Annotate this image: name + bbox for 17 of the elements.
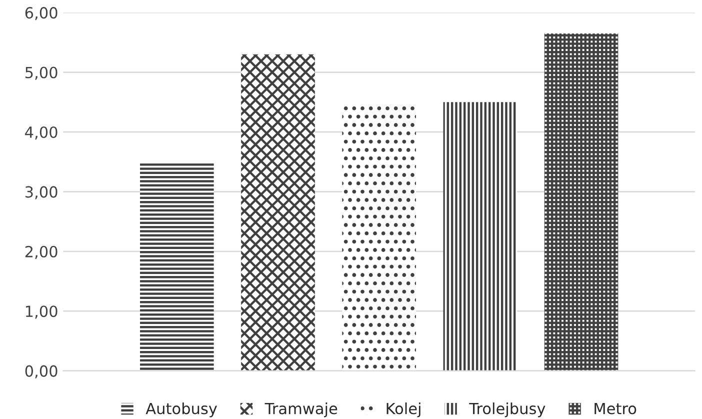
legend-label: Kolej [386,402,420,418]
bar [241,54,315,371]
bar [342,106,416,371]
y-tick-label: 0,00 [25,365,58,378]
bar [443,102,518,371]
y-tick-label: 3,00 [25,186,58,200]
legend-label: Autobusy [146,402,218,418]
legend-label: Metro [594,402,636,414]
legend-label: Trolejbusy [469,402,546,418]
y-tick-label: 4,00 [25,126,58,140]
bar [544,33,618,371]
y-tick-label: 6,00 [25,7,58,20]
bar [140,163,214,371]
legend-label: Tramwaje [264,402,338,418]
y-tick-label: 1,00 [26,306,58,319]
y-tick-label: 5,00 [25,66,58,80]
y-tick-label: 2,00 [25,246,58,259]
